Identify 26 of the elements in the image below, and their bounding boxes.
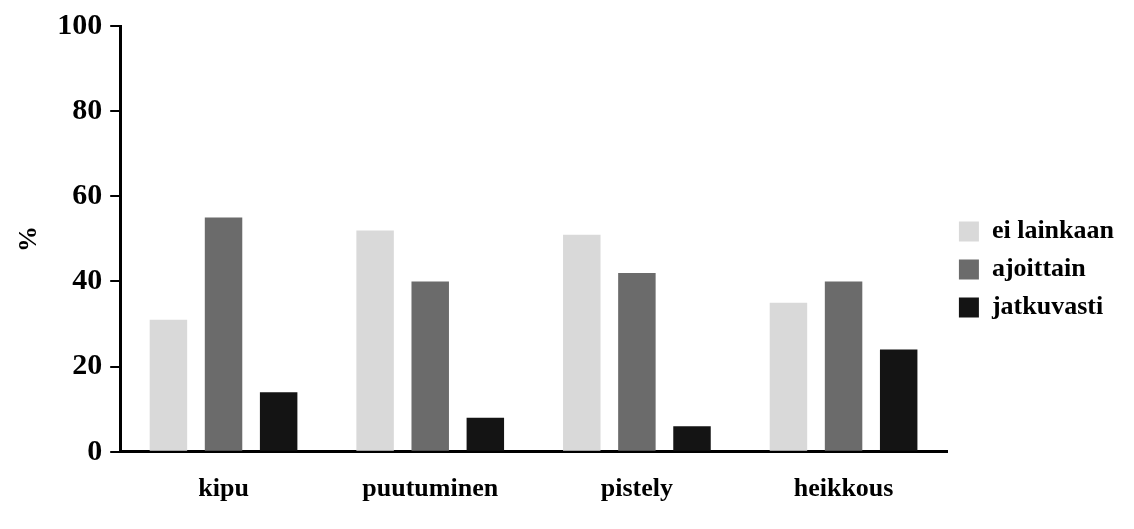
legend-label: ei lainkaan: [991, 215, 1115, 245]
bar: [618, 272, 656, 451]
y-tick-label: 40: [72, 262, 103, 296]
legend-label: jatkuvasti: [990, 291, 1104, 321]
bar: [466, 417, 505, 451]
bar: [411, 281, 449, 451]
bar: [879, 349, 918, 451]
x-tick-label: heikkous: [793, 473, 894, 503]
y-tick-label: 0: [87, 432, 103, 466]
bar: [563, 234, 601, 451]
bar: [673, 426, 711, 451]
y-tick-label: 20: [72, 347, 103, 381]
y-tick-label: 80: [72, 91, 103, 125]
legend-label: ajoittain: [991, 253, 1087, 283]
bar: [356, 230, 394, 451]
x-tick-label: puutuminen: [362, 473, 499, 503]
bar: [769, 302, 808, 451]
bar: [204, 217, 243, 451]
y-tick-label: 60: [72, 177, 103, 211]
bar: [149, 319, 188, 451]
x-tick-label: kipu: [198, 473, 249, 503]
bar: [259, 392, 298, 451]
y-tick-label: 100: [57, 6, 103, 40]
y-axis-title: %: [13, 225, 43, 252]
bar: [824, 281, 863, 451]
x-tick-label: pistely: [600, 473, 674, 503]
